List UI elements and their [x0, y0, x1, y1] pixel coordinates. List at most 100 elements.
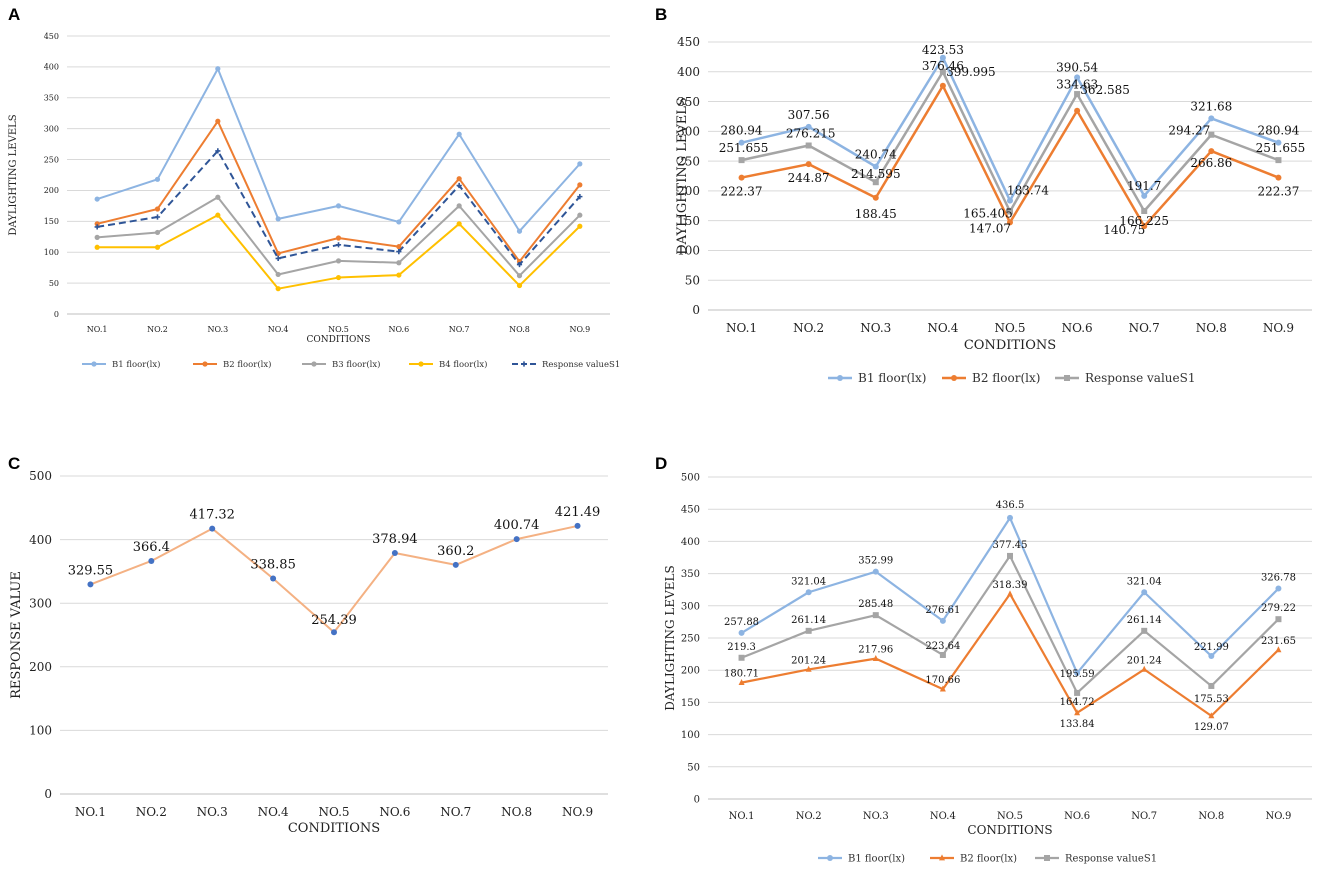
x-tick-label: NO.8 [1196, 321, 1227, 335]
x-tick-label: NO.8 [509, 325, 530, 334]
series-b1-floor-lx [94, 66, 583, 234]
data-label: 251.655 [1256, 141, 1306, 155]
data-point [94, 196, 100, 202]
data-label: 223.64 [925, 641, 960, 652]
data-point [1275, 646, 1282, 653]
data-point [335, 203, 342, 209]
data-label: 222.37 [721, 185, 763, 199]
x-tick-label: NO.5 [328, 325, 349, 334]
series-b4-floor-lx [94, 212, 583, 292]
data-label: 261.14 [791, 615, 826, 626]
data-point [215, 194, 221, 200]
legend-entry: Response valueS1 [542, 360, 620, 370]
y-tick-label: 150 [681, 698, 700, 709]
data-point [456, 182, 462, 189]
x-tick-label: NO.3 [860, 321, 891, 335]
data-point [335, 242, 342, 248]
data-point [738, 139, 745, 146]
y-tick-label: 50 [687, 762, 700, 773]
data-label: 352.99 [858, 556, 893, 567]
chart-panel-b: B 0 50 100 150 200 250 300 350 400 450 NO.1 NO.2 NO.3… [655, 5, 1312, 385]
data-point [939, 685, 946, 692]
data-point [1208, 115, 1215, 122]
legend-marker [311, 361, 317, 367]
data-point [738, 157, 745, 164]
data-label: 321.04 [791, 576, 826, 587]
data-point [1141, 627, 1148, 634]
x-tick-label: NO.8 [1198, 811, 1224, 822]
data-point [872, 655, 879, 662]
data-label: 129.07 [1194, 722, 1229, 733]
x-tick-label: NO.7 [1129, 321, 1160, 335]
legend-entry: B1 floor(lx) [848, 854, 905, 865]
data-point [939, 82, 946, 89]
data-point [577, 212, 583, 218]
y-axis-title: DAYLIGHTING LEVELS [663, 565, 677, 710]
y-tick-label: 450 [681, 505, 700, 516]
data-label: 219.3 [727, 642, 756, 653]
y-tick-label: 350 [677, 95, 700, 109]
data-point [335, 235, 342, 241]
data-label: 280.94 [721, 124, 763, 138]
chart-panel-c: C 0 100 200 300 400 500 NO.1 NO.2 NO.3 NO.4 NO.5 NO.… [8, 454, 608, 836]
data-point [215, 66, 221, 72]
data-point [738, 174, 745, 181]
data-label: 217.96 [858, 645, 893, 656]
x-tick-label: NO.9 [569, 325, 590, 334]
series-b2-floor-lx [738, 82, 1282, 230]
data-point [872, 179, 879, 186]
x-tick-label: NO.7 [440, 805, 471, 819]
data-label: 170.66 [925, 675, 960, 686]
data-point [396, 260, 402, 266]
x-axis-title: CONDITIONS [288, 821, 380, 836]
data-point [1208, 682, 1215, 689]
data-point [1007, 514, 1013, 521]
series-response-value [87, 522, 581, 636]
data-point [1007, 219, 1013, 226]
data-label: 338.85 [250, 557, 296, 572]
data-label: 222.37 [1257, 185, 1299, 199]
data-point [275, 271, 281, 278]
data-point [154, 214, 161, 220]
data-point [396, 244, 402, 250]
data-point [1074, 74, 1081, 81]
data-point [396, 249, 402, 255]
legend-entry: Response valueS1 [1085, 371, 1195, 385]
y-tick-label: 100 [677, 244, 700, 258]
data-point [1208, 712, 1215, 719]
data-point [939, 68, 946, 75]
x-tick-label: NO.6 [388, 325, 409, 334]
x-tick-label: NO.1 [87, 325, 108, 334]
data-label: 421.49 [555, 505, 601, 520]
data-label: 147.07 [969, 221, 1011, 235]
data-label: 390.54 [1056, 60, 1098, 74]
data-point [335, 274, 342, 281]
x-tick-label: NO.3 [207, 325, 228, 334]
data-point [335, 258, 342, 264]
data-point [154, 244, 161, 250]
data-label: 244.87 [788, 171, 830, 185]
legend-marker [939, 854, 945, 861]
data-point [805, 627, 812, 634]
data-point [456, 203, 462, 209]
y-tick-label: 200 [44, 186, 59, 195]
data-label: 307.56 [788, 108, 830, 122]
data-label: 294.27 [1168, 124, 1210, 138]
x-tick-label: NO.9 [1263, 321, 1294, 335]
y-axis-title: DAYLIGHTING LEVELS [8, 114, 19, 235]
legend-entry: B4 floor(lx) [439, 359, 487, 370]
data-label: 376.46 [922, 59, 964, 73]
data-point [516, 261, 523, 268]
legend-marker [418, 361, 424, 367]
data-point [516, 282, 523, 289]
y-tick-label: 400 [677, 65, 700, 79]
data-label: 321.68 [1190, 99, 1232, 113]
data-point [1074, 709, 1081, 716]
data-point [738, 654, 745, 661]
legend-entry: B1 floor(lx) [112, 359, 160, 370]
data-label: 191.7 [1127, 179, 1161, 193]
x-tick-label: NO.2 [796, 811, 822, 822]
series-b2-floor-lx [94, 118, 583, 265]
x-tick-label: NO.7 [1131, 811, 1157, 822]
data-point [577, 161, 583, 167]
